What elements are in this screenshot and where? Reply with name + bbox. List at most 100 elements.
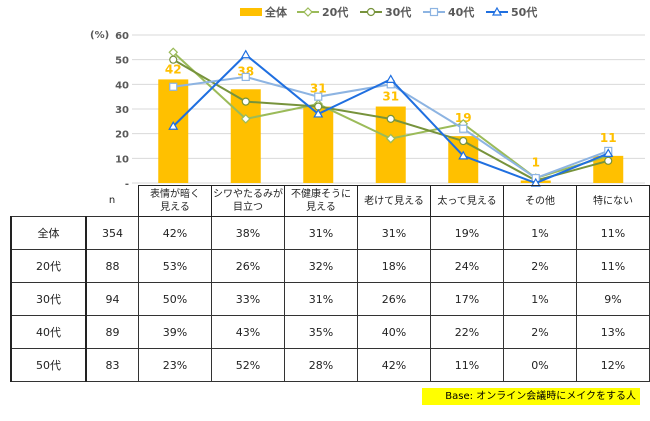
table-cell: 26% [211, 249, 285, 283]
table-cell: 26% [357, 282, 431, 316]
marker-circle [386, 114, 395, 123]
legend-label: 30代 [385, 5, 411, 19]
table-header-row: n 表情が暗く 見える シワやたるみが 目立つ 不健康そうに 見える 老けて見える 太って見える… [11, 185, 650, 217]
marker-diamond [385, 133, 396, 144]
data-table: n 表情が暗く 見える シワやたるみが 目立つ 不健康そうに 見える 老けて見える 太って見える… [10, 185, 650, 382]
table-cell: 32% [284, 249, 358, 283]
table-cell: 13% [576, 315, 650, 349]
marker-triangle [168, 121, 179, 130]
legend-label: 全体 [264, 5, 288, 19]
table-cell: 53% [138, 249, 212, 283]
table-row: 20代 88 53% 26% 32% 18% 24% 2% 11% [10, 249, 650, 283]
marker-circle [366, 7, 376, 17]
category-header: 表情が暗く 見える [138, 185, 212, 217]
marker-square [241, 72, 250, 82]
row-label: 40代 [10, 315, 87, 349]
table-cell: 31% [284, 282, 358, 316]
marker-square [459, 124, 468, 133]
y-tick-label: 60 [115, 31, 129, 42]
base-note: Base: オンライン会議時にメイクをする人 [422, 388, 640, 405]
marker-triangle [240, 49, 251, 59]
category-label: その他 [525, 195, 555, 207]
table-cell: 18% [357, 249, 431, 283]
category-header: シワやたるみが 目立つ [211, 185, 285, 217]
bar-data-label: 19 [455, 111, 472, 125]
table-cell: 17% [430, 282, 504, 316]
row-label: 20代 [10, 249, 87, 283]
row-n: 354 [85, 216, 139, 250]
marker-circle [459, 136, 468, 146]
marker-triangle [491, 6, 503, 16]
y-tick-label: 20 [115, 130, 129, 141]
table-cell: 1% [503, 282, 577, 316]
marker-triangle [313, 108, 324, 118]
category-label: 老けて見える [364, 195, 424, 207]
marker-diamond [240, 114, 251, 124]
row-n: 89 [85, 315, 139, 349]
marker-triangle [603, 148, 614, 157]
table-cell: 28% [284, 348, 358, 382]
table-cell: 35% [284, 315, 358, 349]
table-cell: 19% [430, 216, 504, 250]
table-row: 30代 94 50% 33% 31% 26% 17% 1% 9% [10, 282, 650, 316]
category-label: 見える [306, 202, 336, 213]
bar-data-label: 31 [310, 82, 327, 96]
y-tick-label: 40 [115, 80, 129, 91]
marker-triangle [458, 150, 469, 160]
marker-square [429, 7, 439, 17]
y-tick-label: 30 [115, 105, 129, 116]
table-cell: 40% [357, 315, 431, 349]
marker-circle [241, 97, 250, 106]
category-header: その他 [503, 185, 577, 217]
table-cell: 11% [576, 249, 650, 283]
legend-swatch [240, 8, 262, 16]
category-label: 見える [160, 202, 190, 213]
table-cell: 31% [357, 216, 431, 250]
category-header: 老けて見える [357, 185, 431, 217]
table-cell: 22% [430, 315, 504, 349]
row-n: 94 [85, 282, 139, 316]
table-cell: 33% [211, 282, 285, 316]
table-row: 50代 83 23% 52% 28% 42% 11% 0% 12% [10, 348, 650, 382]
row-n: 88 [85, 249, 139, 283]
y-tick-label: - [125, 179, 129, 190]
table-cell: 50% [138, 282, 212, 316]
table-cell: 42% [357, 348, 431, 382]
category-label: シワやたるみが [213, 189, 283, 200]
category-header: 特にない [576, 185, 650, 217]
table-cell: 39% [138, 315, 212, 349]
row-n: 83 [85, 348, 139, 382]
table-cell: 9% [576, 282, 650, 316]
bar-data-label: 1 [532, 156, 540, 170]
table-cell: 11% [430, 348, 504, 382]
y-axis-label: (%) [90, 30, 109, 41]
table-cell: 24% [430, 249, 504, 283]
table-cell: 12% [576, 348, 650, 382]
row-label: 全体 [10, 216, 87, 250]
table-cell: 38% [211, 216, 285, 250]
marker-square [314, 92, 323, 101]
marker-circle [604, 156, 613, 165]
table-cell: 11% [576, 216, 650, 250]
bar-data-label: 38 [237, 64, 254, 78]
n-header: n [108, 195, 116, 207]
y-tick-label: 10 [115, 154, 129, 165]
marker-diamond [303, 7, 313, 17]
marker-square [169, 82, 178, 91]
category-label: 太って見える [437, 195, 497, 207]
marker-circle [169, 55, 178, 64]
category-header: 太って見える [430, 185, 504, 217]
table-row: 40代 89 39% 43% 35% 40% 22% 2% 13% [10, 315, 650, 349]
category-label: 表情が暗く [150, 189, 200, 200]
table-corner [11, 186, 86, 217]
category-header: 不健康そうに 見える [284, 185, 358, 217]
bar-data-label: 31 [382, 90, 399, 104]
table-cell: 43% [211, 315, 285, 349]
row-label: 50代 [10, 348, 87, 382]
legend-label: 40代 [448, 5, 474, 19]
bar [303, 106, 334, 183]
table-cell: 2% [503, 249, 577, 283]
category-label: 目立つ [233, 202, 263, 213]
